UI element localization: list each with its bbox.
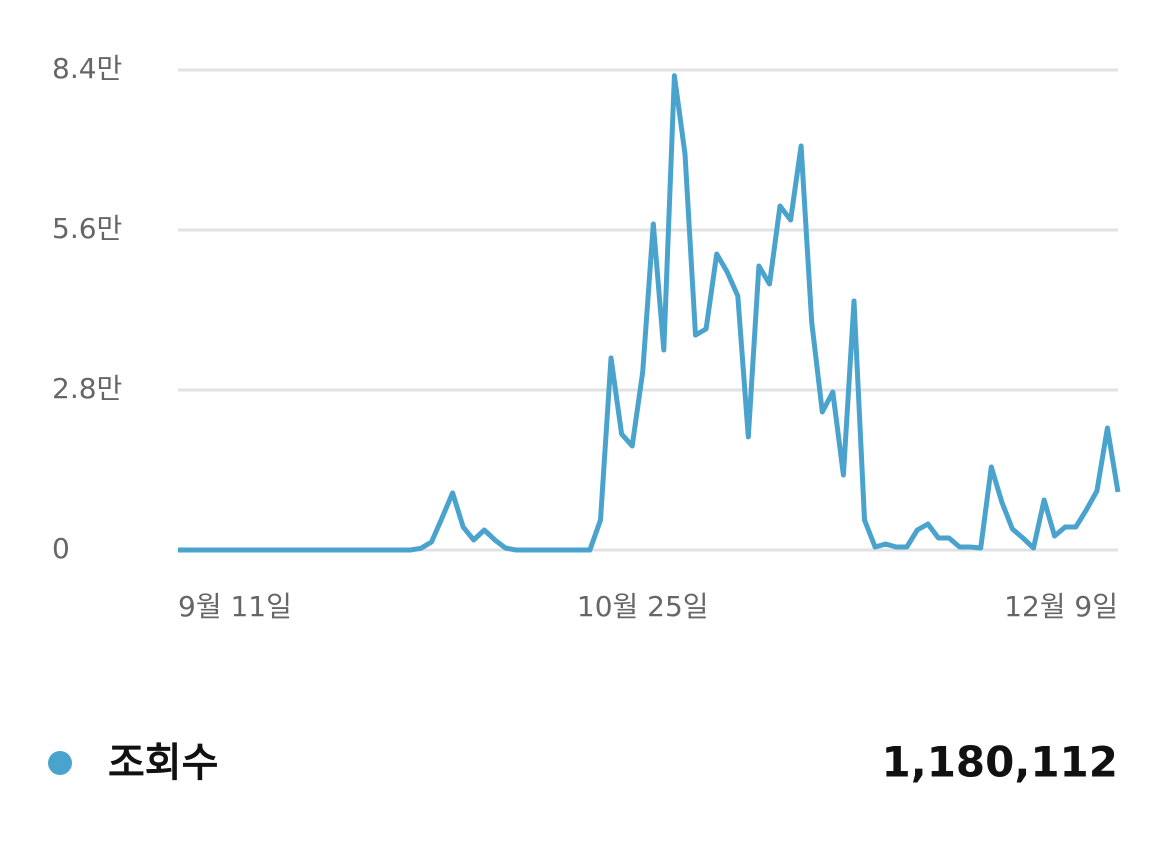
data-line [178, 73, 1121, 553]
y-tick-label: 0 [52, 532, 70, 565]
legend-label: 조회수 [108, 740, 218, 786]
legend-dot [48, 751, 72, 775]
y-tick-label: 5.6만 [52, 212, 122, 245]
x-tick-label: 10월 25일 [577, 590, 709, 623]
y-tick-label: 2.8만 [52, 372, 122, 405]
x-tick-label: 12월 9일 [1004, 590, 1118, 623]
x-tick-label: 9월 11일 [178, 590, 292, 623]
total-value: 1,180,112 [882, 738, 1118, 787]
y-tick-label: 8.4만 [52, 52, 122, 85]
